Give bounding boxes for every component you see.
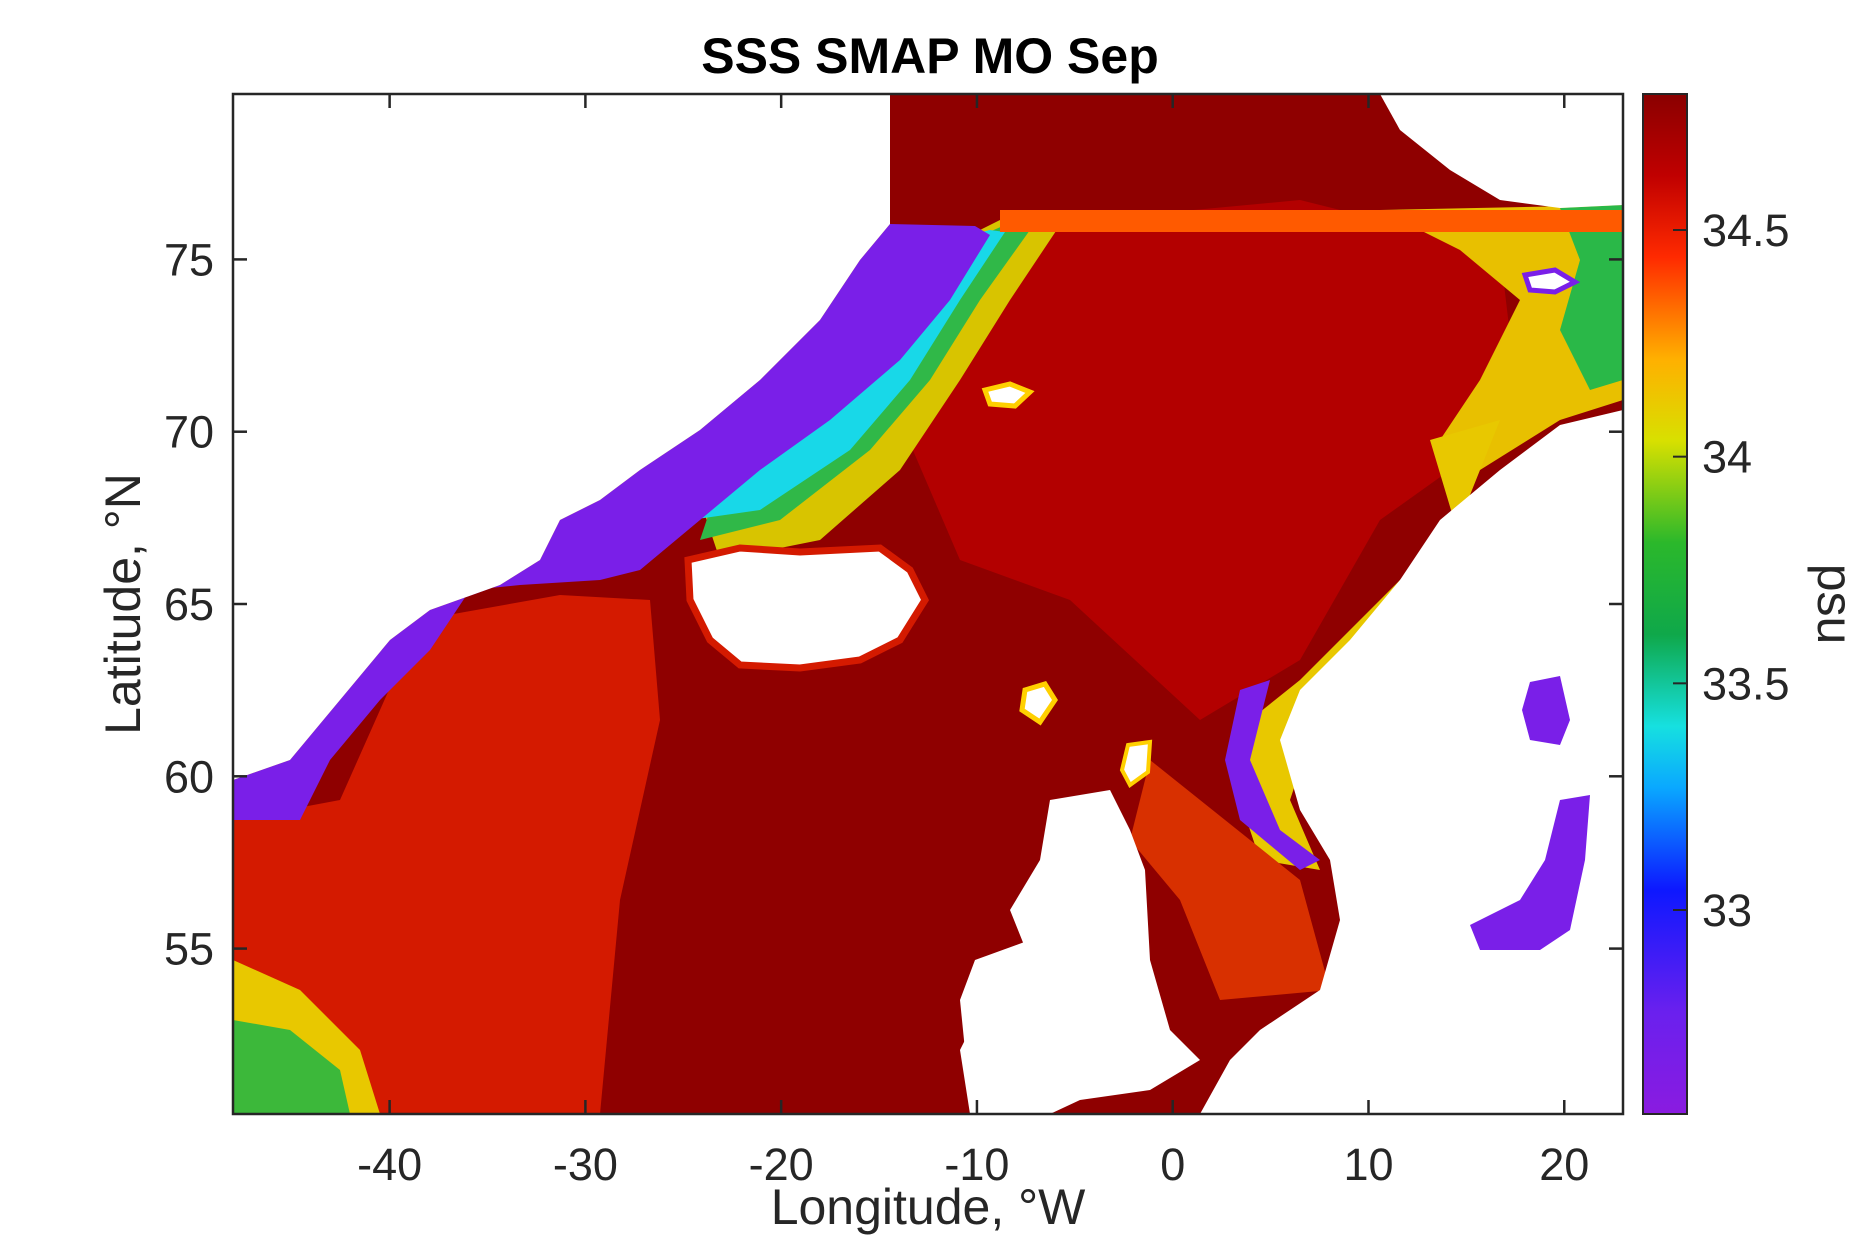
salinity-field bbox=[233, 94, 1623, 1114]
faroe-land bbox=[1019, 681, 1058, 726]
greenland-land bbox=[233, 94, 890, 780]
colorbar bbox=[1642, 93, 1688, 1115]
x-tick-labels: -40 -30 -20 -10 0 10 20 bbox=[357, 1139, 1589, 1190]
x-tick-label: 20 bbox=[1539, 1139, 1589, 1190]
barents-fresh-edge bbox=[1560, 205, 1623, 390]
colorbar-tick-label: 34.5 bbox=[1702, 205, 1790, 256]
y-tick-label: 55 bbox=[164, 924, 214, 975]
northern-edge-strip bbox=[1000, 210, 1623, 232]
western-red-band bbox=[233, 595, 660, 1114]
shetland-land bbox=[1119, 739, 1153, 788]
x-tick-label: -20 bbox=[749, 1139, 814, 1190]
norwegian-coastal-fresh bbox=[1225, 680, 1320, 870]
colorbar-ticks: 33 33.5 34 34.5 bbox=[1673, 205, 1790, 936]
chart-title: SSS SMAP MO Sep bbox=[701, 28, 1159, 84]
ireland-land bbox=[960, 940, 1050, 1070]
svalbard-bear-island bbox=[1521, 267, 1581, 295]
baltic-sea-fresh bbox=[1522, 676, 1570, 745]
x-tick-label: -40 bbox=[357, 1139, 422, 1190]
southwest-green-patch bbox=[233, 1020, 350, 1114]
y-axis-label: Latitude, °N bbox=[95, 473, 151, 735]
north-sea-warm bbox=[1130, 760, 1330, 1000]
x-tick-label: 10 bbox=[1343, 1139, 1393, 1190]
east-greenland-fresh-band bbox=[233, 224, 990, 820]
x-axis-label: Longitude, °W bbox=[771, 1179, 1086, 1235]
colorbar-tick-label: 34 bbox=[1702, 432, 1752, 483]
axis-ticks bbox=[233, 94, 1623, 1114]
baltic-sea-fresh-south bbox=[1470, 795, 1590, 950]
jan-mayen-land bbox=[981, 381, 1035, 409]
y-tick-label: 65 bbox=[164, 579, 214, 630]
y-tick-label: 60 bbox=[164, 751, 214, 802]
y-tick-labels: 55 60 65 70 75 bbox=[164, 234, 214, 974]
colorbar-tick-label: 33.5 bbox=[1702, 658, 1790, 709]
colorbar-tick-label: 33 bbox=[1702, 885, 1752, 936]
x-tick-label: -30 bbox=[553, 1139, 618, 1190]
scandinavia-north-land bbox=[1380, 94, 1623, 208]
y-tick-label: 70 bbox=[164, 407, 214, 458]
y-tick-label: 75 bbox=[164, 234, 214, 285]
iceland-land bbox=[684, 544, 930, 672]
colorbar-label: psu bbox=[1807, 564, 1863, 645]
x-tick-label: -10 bbox=[944, 1139, 1009, 1190]
barents-front bbox=[1380, 205, 1623, 470]
x-tick-label: 0 bbox=[1160, 1139, 1185, 1190]
norwegian-sea-field bbox=[900, 200, 1520, 720]
